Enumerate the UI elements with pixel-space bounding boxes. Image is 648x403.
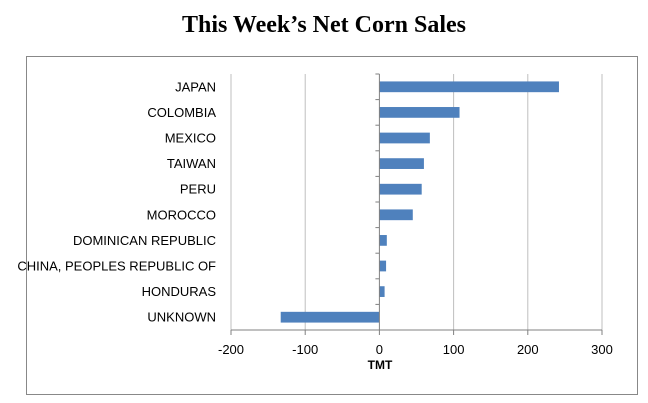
category-label: CHINA, PEOPLES REPUBLIC OF: [17, 259, 216, 274]
category-label: UNKNOWN: [147, 310, 216, 325]
bar: [379, 132, 430, 144]
grid-lines: [230, 74, 603, 330]
chart-title: This Week’s Net Corn Sales: [181, 12, 466, 38]
x-tick-label: 300: [591, 342, 613, 357]
chart-frame: [26, 56, 638, 395]
bar: [379, 158, 424, 169]
category-label: MOROCCO: [147, 207, 216, 222]
bars: [280, 81, 559, 323]
category-label: PERU: [180, 182, 216, 197]
category-label: JAPAN: [175, 79, 216, 94]
x-axis-label: TMT: [368, 358, 393, 372]
x-tick-label: 100: [443, 342, 465, 357]
bar: [379, 235, 387, 246]
category-label: COLOMBIA: [147, 105, 216, 120]
category-label: TAIWAN: [167, 156, 216, 171]
bar: [280, 311, 380, 323]
bar: [379, 81, 559, 93]
x-tick-labels: -200 -100 0 100 200 300: [218, 342, 613, 357]
bar: [379, 286, 385, 297]
bar: [379, 209, 413, 221]
category-labels: JAPAN COLOMBIA MEXICO TAIWAN PERU MOROCCO DOMI…: [17, 79, 216, 324]
category-label: MEXICO: [165, 131, 216, 146]
axes: [230, 73, 603, 335]
category-label: DOMINICAN REPUBLIC: [73, 233, 216, 248]
bar: [379, 183, 422, 195]
bar: [379, 107, 460, 118]
x-tick-label: 0: [376, 342, 383, 357]
x-tick-label: -200: [218, 342, 244, 357]
bar: [379, 260, 387, 272]
x-tick-label: -100: [292, 342, 318, 357]
category-label: HONDURAS: [142, 284, 217, 299]
x-tick-label: 200: [517, 342, 539, 357]
